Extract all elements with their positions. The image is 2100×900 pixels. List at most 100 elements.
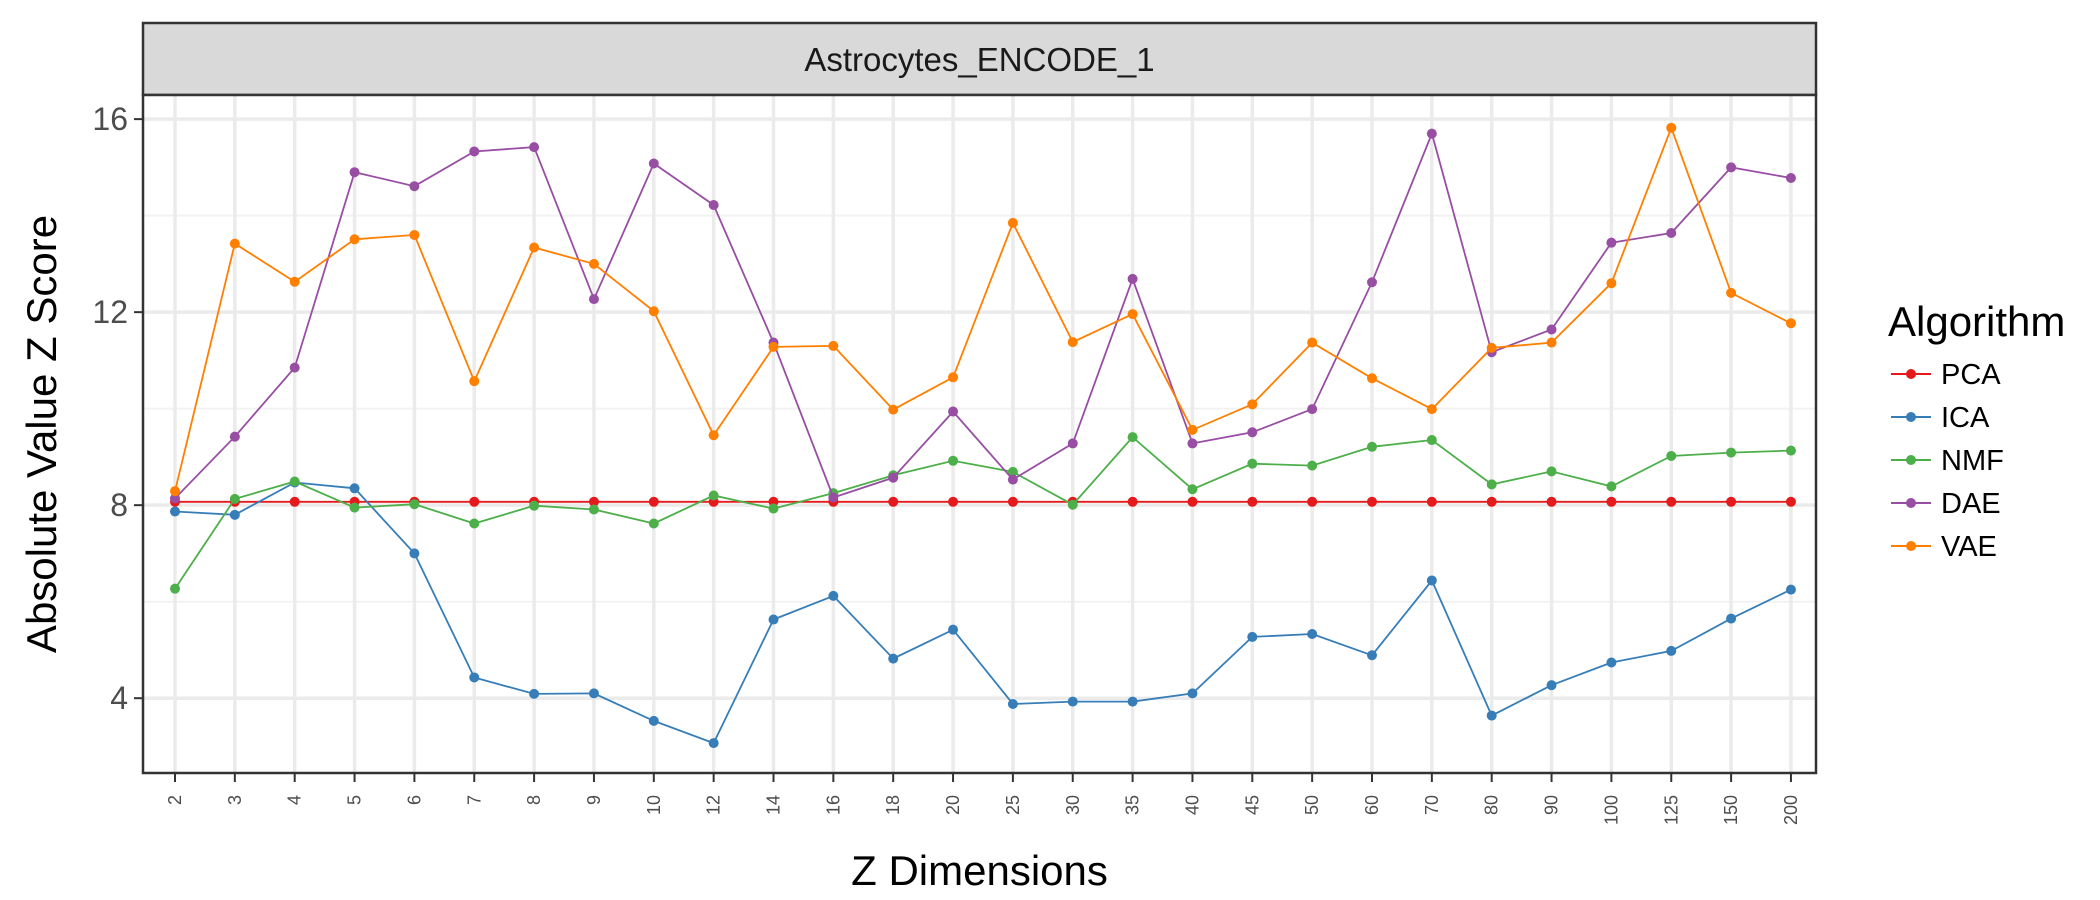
data-point-dae xyxy=(529,142,540,153)
data-point-dae xyxy=(828,492,839,503)
data-point-pca xyxy=(1546,496,1557,507)
data-point-nmf xyxy=(229,493,240,504)
y-tick-label: 16 xyxy=(92,101,128,137)
legend-item-ica: ICA xyxy=(1891,402,1990,434)
data-point-nmf xyxy=(1606,481,1617,492)
data-point-ica xyxy=(1726,613,1737,624)
data-point-vae xyxy=(1606,278,1617,289)
data-point-ica xyxy=(229,509,240,520)
data-point-ica xyxy=(1666,645,1677,656)
data-point-pca xyxy=(1187,496,1198,507)
data-point-nmf xyxy=(170,583,180,594)
data-point-dae xyxy=(648,158,659,169)
x-tick-label: 4 xyxy=(285,795,305,805)
y-axis: 4 8 12 16 xyxy=(92,101,143,716)
data-point-dae xyxy=(888,472,899,483)
data-point-ica xyxy=(409,548,420,559)
data-point-ica xyxy=(529,688,540,699)
data-point-dae xyxy=(1666,228,1677,239)
x-tick-label: 125 xyxy=(1661,795,1681,825)
data-point-vae xyxy=(648,306,659,317)
data-point-nmf xyxy=(1307,460,1318,471)
data-point-dae xyxy=(409,181,420,192)
legend-label: ICA xyxy=(1941,402,1990,434)
legend-item-nmf: NMF xyxy=(1891,445,2004,477)
data-point-vae xyxy=(1546,337,1557,348)
x-axis: 2 3 4 5 6 7 8 9 10 12 14 16 18 20 25 30 35 40 45 50 60 70 80 90… xyxy=(165,773,1801,825)
data-point-dae xyxy=(708,200,719,211)
data-point-pca xyxy=(1606,496,1617,507)
x-tick-label: 70 xyxy=(1422,795,1442,815)
data-point-pca xyxy=(888,496,899,507)
data-point-nmf xyxy=(1486,479,1497,490)
data-point-ica xyxy=(1546,680,1557,691)
data-point-nmf xyxy=(1546,466,1557,477)
data-point-dae xyxy=(948,406,959,417)
data-point-nmf xyxy=(1785,445,1796,456)
facet-strip: Astrocytes_ENCODE_1 xyxy=(141,21,1818,97)
data-point-pca xyxy=(1367,496,1377,507)
data-point-vae xyxy=(1307,337,1318,348)
x-tick-label: 45 xyxy=(1242,795,1262,815)
data-point-vae xyxy=(469,376,480,387)
data-point-ica xyxy=(349,483,360,494)
plot-border xyxy=(141,93,1818,775)
data-point-nmf xyxy=(529,500,540,511)
data-point-nmf xyxy=(1067,499,1078,510)
x-tick-label: 25 xyxy=(1003,795,1023,815)
data-point-nmf xyxy=(768,503,779,514)
data-point-vae xyxy=(1127,309,1138,320)
data-point-vae xyxy=(1187,424,1198,435)
data-point-ica xyxy=(588,688,599,699)
x-tick-label: 50 xyxy=(1302,795,1322,815)
data-point-ica xyxy=(828,590,839,601)
y-tick-label: 12 xyxy=(92,294,128,330)
data-point-nmf xyxy=(1007,466,1018,477)
data-point-dae xyxy=(289,362,300,373)
legend-key-point xyxy=(1906,412,1916,422)
x-tick-label: 9 xyxy=(584,795,604,805)
data-point-vae xyxy=(1486,342,1497,353)
legend-title: Algorithm xyxy=(1888,298,2065,345)
x-tick-label: 16 xyxy=(823,795,843,815)
data-point-vae xyxy=(529,242,540,253)
data-point-vae xyxy=(948,372,959,383)
data-point-nmf xyxy=(588,504,599,515)
data-point-dae xyxy=(1187,438,1198,449)
legend-label: PCA xyxy=(1941,359,2001,391)
data-point-nmf xyxy=(1367,441,1377,452)
x-tick-label: 150 xyxy=(1721,795,1741,825)
data-point-dae xyxy=(170,493,180,504)
plot-panel xyxy=(143,95,1816,773)
data-point-dae xyxy=(1606,237,1617,248)
legend-label: DAE xyxy=(1941,488,2001,520)
data-point-dae xyxy=(1007,474,1018,485)
data-point-ica xyxy=(1307,629,1318,640)
data-point-vae xyxy=(1007,217,1018,228)
data-point-nmf xyxy=(948,455,959,466)
legend: Algorithm PCA ICA NMF DAE VAE xyxy=(1888,298,2065,563)
data-point-nmf xyxy=(1127,432,1138,443)
data-point-pca xyxy=(1127,496,1138,507)
x-tick-label: 30 xyxy=(1063,795,1083,815)
data-point-vae xyxy=(1067,337,1078,348)
data-point-dae xyxy=(1127,273,1138,284)
data-point-dae xyxy=(1067,438,1078,449)
data-point-vae xyxy=(289,276,300,287)
data-point-dae xyxy=(1307,404,1318,415)
x-tick-label: 5 xyxy=(345,795,365,805)
x-tick-label: 2 xyxy=(165,795,185,805)
x-tick-label: 40 xyxy=(1182,795,1202,815)
data-point-ica xyxy=(1067,696,1078,707)
x-tick-label: 7 xyxy=(464,795,484,805)
data-point-pca xyxy=(469,496,480,507)
legend-item-vae: VAE xyxy=(1891,531,1997,563)
data-point-vae xyxy=(349,234,360,245)
data-point-ica xyxy=(469,672,480,683)
x-tick-label: 10 xyxy=(644,795,664,815)
data-point-vae xyxy=(1666,122,1677,133)
data-point-ica xyxy=(170,506,180,517)
data-point-ica xyxy=(1127,696,1138,707)
data-point-dae xyxy=(1785,173,1796,184)
data-point-vae xyxy=(588,258,599,269)
